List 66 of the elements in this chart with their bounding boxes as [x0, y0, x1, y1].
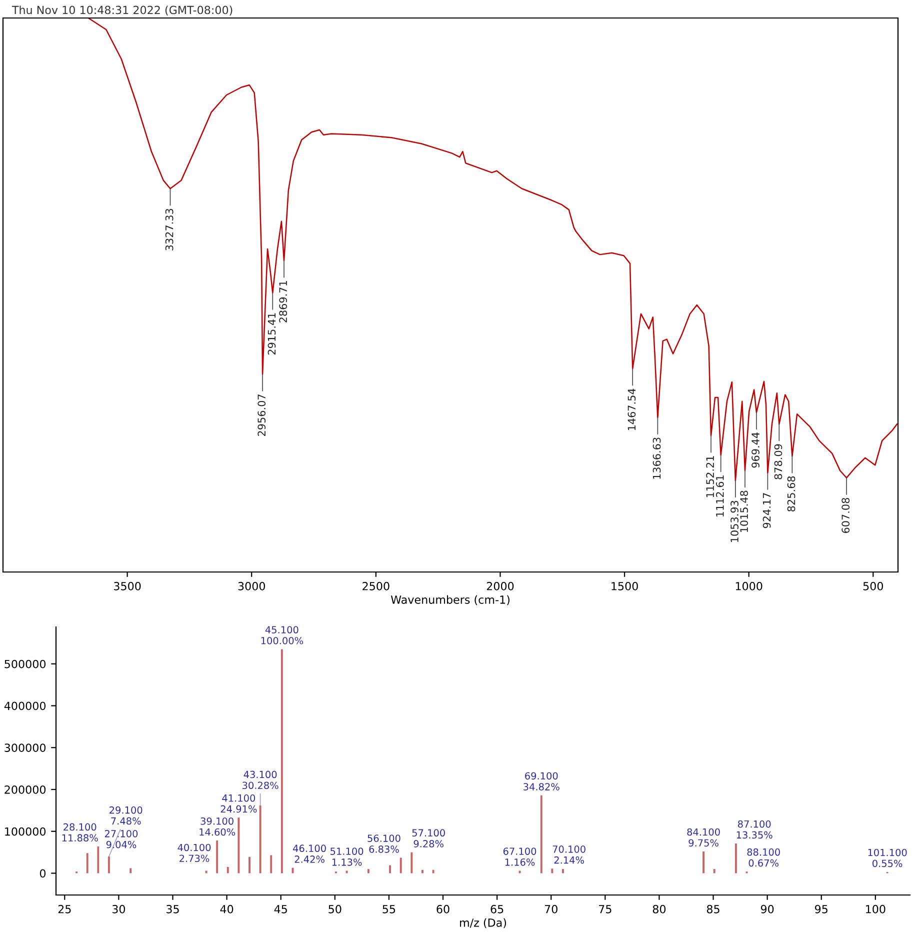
annotation: 87.100 13.35% [736, 820, 772, 839]
annotation: 84.100 9.75% [687, 828, 720, 847]
x-tick-label: 55 [382, 905, 396, 914]
annotation: 28.100 11.88% [62, 823, 98, 842]
y-tick-label: 0 [40, 869, 46, 878]
annotation: 67.100 1.16% [503, 848, 536, 866]
annotation: 825.68 [787, 476, 796, 512]
annotation: 46.100 2.42% [293, 844, 326, 863]
annotation: 1112.61 [716, 476, 724, 516]
x-tick-label: 35 [166, 904, 179, 914]
annotation: 27.100 9.04% [104, 830, 138, 848]
x-tick-label: 3500 [114, 582, 141, 590]
x-tick-label: 500 [863, 582, 884, 590]
y-tick-label: 400000 [4, 702, 46, 710]
x-tick-label: 85 [706, 904, 720, 914]
annotation: 41.100 24.91% [220, 794, 257, 813]
x-axis-title: Wavenumbers (cm-1) [390, 595, 510, 606]
x-tick-label: 45 [274, 905, 287, 914]
y-tick-label: 300000 [4, 744, 46, 752]
annotation: 607.08 [842, 498, 850, 533]
annotation: 56.100 6.83% [368, 834, 400, 853]
y-tick-label: 200000 [4, 785, 46, 794]
annotation: 43.100 30.28% [242, 770, 278, 790]
x-tick-label: 40 [220, 904, 234, 914]
text: Thu Nov 10 10:48:31 2022 (GMT-08:00) [12, 6, 232, 16]
x-tick-label: 75 [598, 905, 612, 914]
annotation: 924.17 [762, 493, 771, 528]
x-tick-label: 1000 [736, 582, 762, 590]
x-tick-label: 95 [814, 904, 828, 914]
annotation: 1152.21 [706, 456, 714, 498]
annotation: 101.100 0.55% [868, 848, 907, 868]
annotation: 1366.63 [652, 438, 661, 479]
annotation: 2869.71 [279, 281, 288, 322]
annotation: 1053.93 [730, 500, 738, 542]
annotation: 2915.41 [268, 313, 276, 355]
annotation: 1467.54 [628, 388, 636, 430]
x-tick-label: 90 [760, 904, 774, 914]
x-tick-label: 3000 [238, 582, 266, 590]
x-tick-label: 30 [112, 904, 126, 914]
x-tick-label: 1500 [612, 582, 638, 590]
x-tick-label: 70 [544, 904, 558, 914]
x-tick-label: 65 [490, 904, 504, 914]
annotation: 969.44 [752, 432, 760, 468]
annotation: 29.100 7.48% [110, 806, 142, 825]
x-tick-label: 100 [866, 904, 886, 914]
annotation: 45.100 100.00% [261, 626, 304, 644]
annotation: 57.100 9.28% [412, 829, 445, 848]
x-tick-label: 2000 [486, 582, 514, 590]
x-tick-label: 60 [436, 904, 450, 914]
annotation: 3327.33 [165, 208, 174, 250]
x-tick-label: 80 [652, 904, 666, 914]
x-tick-label: 50 [328, 904, 342, 914]
y-tick-label: 500000 [4, 660, 46, 668]
annotation: 2956.07 [258, 394, 266, 436]
annotation: 88.100 0.67% [747, 848, 780, 867]
annotation: 878.09 [774, 444, 782, 480]
x-tick-label: 25 [58, 904, 71, 914]
x-tick-label: 2500 [362, 582, 390, 590]
annotation: 1015.48 [740, 490, 748, 532]
annotation: 39.100 14.60% [200, 817, 236, 836]
y-tick-label: 100000 [5, 827, 46, 836]
annotation: 51.100 1.13% [330, 848, 364, 866]
annotation: 69.100 34.82% [524, 772, 560, 790]
x-axis-title: m/z (Da) [460, 918, 506, 928]
annotation: 70.100 2.14% [552, 845, 586, 864]
annotation: 40.100 2.73% [178, 844, 211, 862]
